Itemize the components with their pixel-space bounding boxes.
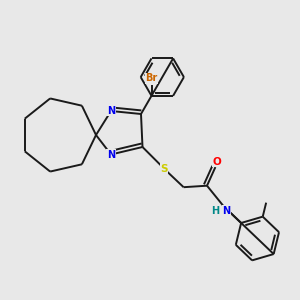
Text: Br: Br bbox=[146, 74, 158, 83]
Text: N: N bbox=[107, 149, 115, 160]
Text: N: N bbox=[222, 206, 231, 216]
Text: O: O bbox=[212, 157, 221, 167]
Text: N: N bbox=[107, 106, 115, 116]
Text: H: H bbox=[211, 206, 220, 216]
Text: S: S bbox=[160, 164, 168, 174]
